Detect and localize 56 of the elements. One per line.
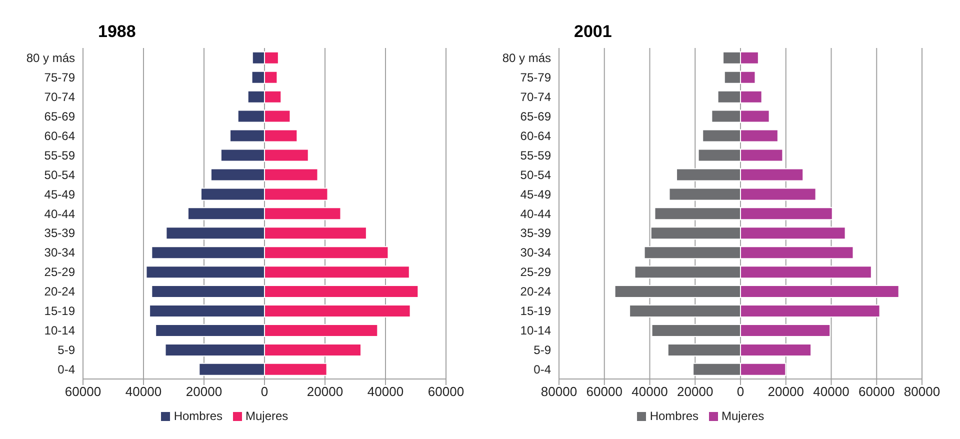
y-tick-label: 75-79 [520,70,552,84]
y-tick-label: 35-39 [44,226,76,240]
legend-label: Mujeres [722,409,764,423]
y-tick-label: 5-9 [534,343,552,358]
y-tick-label: 5-9 [58,343,76,358]
x-tick-label: 0 [736,384,744,400]
x-tick-label: 20000 [186,384,222,400]
x-tick-label: 60000 [858,384,895,400]
y-tick-label: 15-19 [44,304,76,318]
y-tick-label: 80 y más [502,50,551,65]
x-tick-label: 60000 [428,384,464,400]
chart-title: 1988 [98,22,136,42]
y-tick-label: 50-54 [520,168,552,182]
legend-label: Hombres [650,409,698,423]
x-tick-label: 20000 [677,384,714,400]
y-tick-label: 40-44 [520,206,552,221]
x-tick-label: 0 [260,384,268,400]
y-tick-label: 10-14 [44,324,76,338]
y-tick-label: 40-44 [44,206,76,221]
y-tick-label: 20-24 [520,284,552,299]
y-tick-label: 55-59 [44,148,76,162]
y-tick-label: 70-74 [520,90,552,104]
y-tick-label: 30-34 [520,246,552,260]
y-tick-label: 70-74 [44,90,76,104]
y-tick-label: 0-4 [58,362,76,377]
y-tick-label: 75-79 [44,70,76,84]
legend-label: Mujeres [246,409,288,423]
y-tick-label: 65-69 [520,109,552,124]
x-tick-label: 20000 [306,384,344,400]
x-tick-label: 20000 [768,384,804,400]
y-tick-label: 60-64 [520,128,552,143]
chart-title: 2001 [574,22,612,42]
y-tick-label: 0-4 [534,362,552,377]
x-tick-label: 60000 [64,384,102,400]
y-tick-label: 25-29 [44,265,76,280]
x-tick-label: 80000 [904,384,940,400]
y-tick-label: 80 y más [26,50,75,65]
x-tick-label: 40000 [632,384,668,400]
y-tick-label: 30-34 [44,246,76,260]
y-tick-label: 60-64 [44,128,76,143]
x-tick-label: 40000 [367,384,404,400]
y-tick-label: 65-69 [44,109,76,124]
y-tick-label: 20-24 [44,284,76,299]
legend-label: Hombres [174,409,222,423]
x-tick-label: 40000 [813,384,850,400]
y-tick-label: 55-59 [520,148,552,162]
y-tick-label: 10-14 [520,324,552,338]
x-tick-label: 80000 [540,384,578,400]
y-tick-label: 15-19 [520,304,552,318]
x-tick-label: 60000 [586,384,622,400]
y-tick-label: 35-39 [520,226,552,240]
y-tick-label: 25-29 [520,265,552,280]
y-tick-label: 50-54 [44,168,76,182]
y-tick-label: 45-49 [44,187,76,202]
x-tick-label: 40000 [125,384,162,400]
y-tick-label: 45-49 [520,187,552,202]
